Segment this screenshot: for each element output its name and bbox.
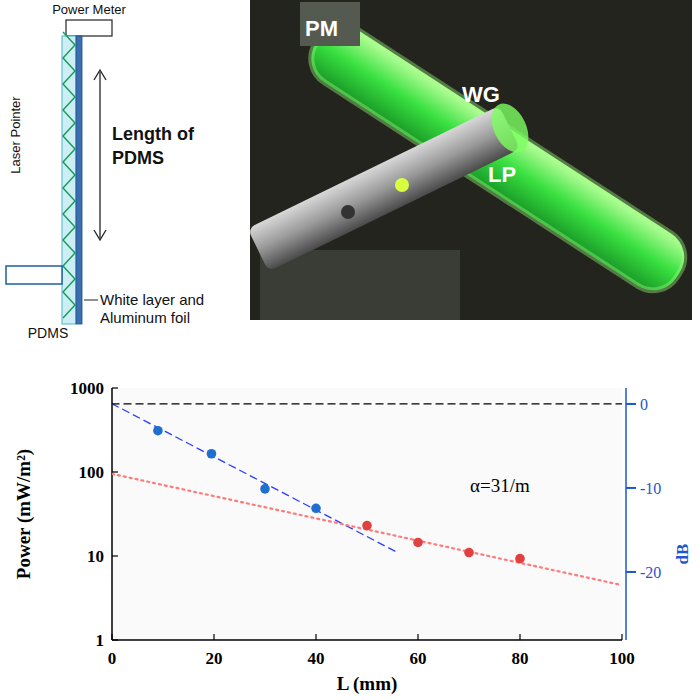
fit-line <box>112 474 622 585</box>
diagram <box>6 20 112 324</box>
text-line: PDMS <box>112 148 164 168</box>
x-tick-label: 100 <box>609 649 635 668</box>
data-point <box>362 521 372 531</box>
annotation: α=31/m <box>470 475 530 496</box>
y-tick <box>112 555 118 556</box>
y2-axis <box>625 388 627 640</box>
power-meter-photo <box>300 2 360 46</box>
y2-axis-title: dB <box>673 544 692 565</box>
y2-tick-label: -20 <box>640 564 661 581</box>
marks <box>112 404 622 585</box>
pdms-label: PDMS <box>28 325 68 341</box>
x-tick <box>213 634 214 640</box>
data-point <box>515 554 525 564</box>
data-point <box>413 538 423 548</box>
button <box>341 205 355 219</box>
y-tick <box>112 639 118 640</box>
figure: Power Meter Laser Pointer Length of PDMS PDM… <box>0 0 700 700</box>
fit-line <box>112 403 622 404</box>
laser-pointer-photo <box>247 106 520 272</box>
photo-label: PM <box>305 16 338 41</box>
laser-pointer-box <box>6 266 62 284</box>
x-axis <box>112 639 622 641</box>
data-point <box>464 548 474 558</box>
y-tick <box>112 471 118 472</box>
y2-tick <box>626 571 636 573</box>
plot-background <box>112 388 622 640</box>
power-meter-box <box>66 20 112 36</box>
chart: 11010010000204060801000-10-20L (mm)Power… <box>13 379 692 695</box>
leader <box>84 300 98 301</box>
y-tick <box>112 387 118 388</box>
x-axis-title: L (mm) <box>337 673 398 695</box>
y-tick-label: 100 <box>79 463 105 482</box>
data-point <box>260 484 270 494</box>
x-tick-label: 0 <box>108 649 117 668</box>
data-point <box>207 449 217 459</box>
y-axis <box>111 388 113 640</box>
length-arrow <box>99 72 100 238</box>
arrow-head <box>94 70 106 80</box>
x-tick-label: 40 <box>308 649 325 668</box>
x-tick <box>111 634 112 640</box>
x-tick-label: 60 <box>410 649 427 668</box>
y2-tick-label: 0 <box>640 396 648 413</box>
y-tick-label: 1 <box>96 631 105 650</box>
x-tick-label: 80 <box>512 649 529 668</box>
laser-pointer-label: Laser Pointer <box>8 96 23 174</box>
power-meter-label: Power Meter <box>52 2 126 17</box>
length-label: Length of PDMS <box>112 124 195 168</box>
layer-label: White layer andAluminum foil <box>100 291 204 326</box>
x-tick <box>417 634 418 640</box>
foil-strip <box>76 36 82 324</box>
arrow-head <box>94 230 106 240</box>
y2-tick <box>626 487 636 489</box>
text-line: Aluminum foil <box>100 309 190 326</box>
y-tick-label: 1000 <box>70 379 104 398</box>
photo-label: LP <box>488 162 516 187</box>
fit-line <box>112 404 398 553</box>
data-point <box>153 426 163 436</box>
x-tick <box>315 634 316 640</box>
x-tick <box>519 634 520 640</box>
text-line: Length of <box>112 124 195 144</box>
text-line: White layer and <box>100 291 204 308</box>
photo <box>247 0 694 320</box>
laser-dot <box>395 178 409 192</box>
photo-label: WG <box>462 82 500 107</box>
data-point <box>311 503 321 513</box>
y-axis-title: Power (mW/m²) <box>13 449 35 579</box>
zigzag-light-path <box>63 32 75 318</box>
x-tick-label: 20 <box>206 649 223 668</box>
x-tick <box>621 634 622 640</box>
y-tick-label: 10 <box>87 547 104 566</box>
y2-tick-label: -10 <box>640 480 661 497</box>
y2-tick <box>626 403 636 405</box>
